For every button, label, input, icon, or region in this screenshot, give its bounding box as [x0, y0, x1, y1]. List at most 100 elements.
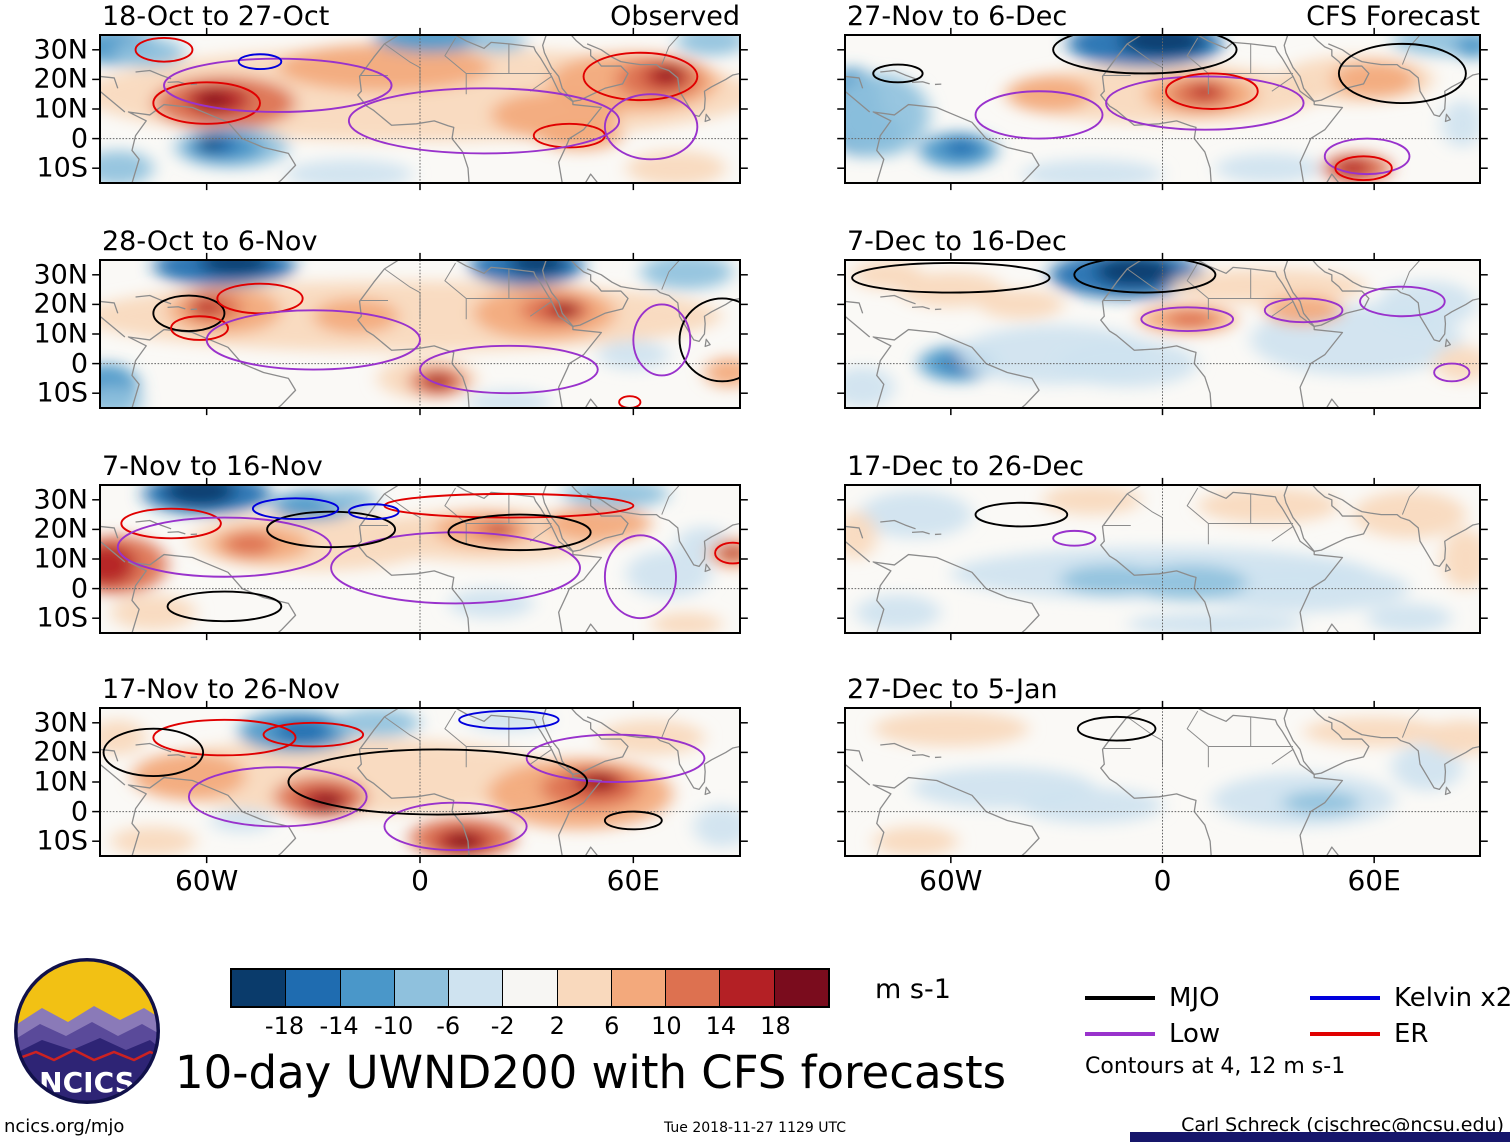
- colorbar-tick-label: -18: [264, 1012, 305, 1040]
- map-panel-forecast-1: 27-Nov to 6-Dec CFS Forecast: [845, 1, 1480, 183]
- map-canvas: [100, 260, 740, 408]
- y-axis-row-1: 30N 20N 10N 0 10S: [0, 34, 89, 184]
- y-tick-label: 10N: [33, 318, 88, 350]
- y-tick-label: 0: [70, 123, 88, 155]
- er-line-swatch: [1310, 1032, 1380, 1036]
- y-tick-label: 20N: [33, 513, 88, 545]
- column-label-forecast: CFS Forecast: [1306, 1, 1480, 32]
- y-tick-label: 10S: [36, 152, 89, 184]
- colorbar-cell: [557, 970, 612, 1006]
- map-canvas: [845, 260, 1480, 408]
- ncics-logo-icon: NCICS: [14, 958, 160, 1104]
- panel-title: 28-Oct to 6-Nov: [102, 226, 318, 257]
- legend-label: Kelvin x2: [1394, 983, 1510, 1013]
- x-axis-left: 60W 0 60E: [100, 864, 740, 898]
- column-label-observed: Observed: [610, 1, 740, 32]
- colorbar-cell: [449, 970, 504, 1006]
- map-panel-observed-2: 28-Oct to 6-Nov: [100, 226, 740, 408]
- low-line-swatch: [1085, 1032, 1155, 1036]
- colorbar-tick-label: 6: [604, 1012, 620, 1040]
- y-tick-label: 30N: [33, 259, 88, 291]
- x-axis-right: 60W 0 60E: [845, 864, 1480, 898]
- y-tick-label: 0: [70, 796, 88, 828]
- panel-title: 17-Dec to 26-Dec: [847, 451, 1084, 482]
- y-axis-row-4: 30N 20N 10N 0 10S: [0, 707, 89, 857]
- y-tick-label: 10N: [33, 766, 88, 798]
- legend-label: ER: [1394, 1019, 1429, 1049]
- x-tick-label: 60W: [919, 864, 983, 897]
- y-tick-label: 10N: [33, 543, 88, 575]
- y-axis-row-3: 30N 20N 10N 0 10S: [0, 484, 89, 634]
- colorbar-cells: [230, 968, 830, 1008]
- map-panel-forecast-3: 17-Dec to 26-Dec: [845, 451, 1480, 633]
- x-tick-label: 0: [411, 864, 429, 897]
- colorbar-cell: [503, 970, 558, 1006]
- colorbar-cell: [666, 970, 721, 1006]
- footer-url: ncics.org/mjo: [4, 1116, 125, 1137]
- colorbar-tick-label: -14: [319, 1012, 359, 1040]
- colorbar-tick-label: -10: [374, 1012, 414, 1040]
- footer-author: Carl Schreck (cjschrec@ncsu.edu): [1181, 1114, 1504, 1136]
- panel-title: 27-Dec to 5-Jan: [847, 674, 1058, 705]
- colorbar-cell: [340, 970, 395, 1006]
- y-tick-label: 10S: [36, 825, 89, 857]
- map-panel-observed-1: 18-Oct to 27-Oct Observed: [100, 1, 740, 183]
- map-canvas: [845, 35, 1480, 183]
- map-panel-forecast-4: 27-Dec to 5-Jan: [845, 674, 1480, 856]
- colorbar-tick-label: 10: [651, 1012, 682, 1040]
- y-tick-label: 10S: [36, 602, 89, 634]
- y-tick-label: 0: [70, 573, 88, 605]
- map-canvas: [100, 35, 740, 183]
- contour-legend: MJO Low Kelvin x2 ER: [1085, 980, 1510, 1052]
- colorbar-unit: m s-1: [875, 974, 951, 1005]
- legend-item-er: ER: [1310, 1019, 1510, 1049]
- panel-title: 7-Nov to 16-Nov: [102, 451, 323, 482]
- y-tick-label: 30N: [33, 484, 88, 516]
- legend-item-mjo: MJO: [1085, 983, 1310, 1013]
- main-title: 10-day UWND200 with CFS forecasts: [175, 1046, 1007, 1099]
- legend-item-low: Low: [1085, 1019, 1310, 1049]
- x-tick-label: 0: [1153, 864, 1172, 897]
- footer-timestamp: Tue 2018-11-27 1129 UTC: [663, 1120, 847, 1136]
- legend-label: MJO: [1169, 983, 1220, 1013]
- x-tick-label: 60E: [1347, 864, 1401, 897]
- y-tick-label: 10N: [33, 93, 88, 125]
- colorbar-ticks: -18 -14 -10 -6 -2 2 6 10 14 18: [230, 1008, 830, 1040]
- mjo-line-swatch: [1085, 996, 1155, 1000]
- x-tick-label: 60W: [174, 864, 239, 897]
- x-tick-label: 60E: [606, 864, 660, 897]
- colorbar-tick-label: 2: [549, 1012, 565, 1040]
- legend-label: Low: [1169, 1019, 1221, 1049]
- panel-title: 18-Oct to 27-Oct: [102, 1, 330, 32]
- map-canvas: [845, 485, 1480, 633]
- y-tick-label: 10S: [36, 377, 89, 409]
- y-tick-label: 30N: [33, 707, 88, 739]
- map-panel-observed-3: 7-Nov to 16-Nov: [100, 451, 740, 633]
- y-tick-label: 0: [70, 348, 88, 380]
- kelvin-line-swatch: [1310, 996, 1380, 1000]
- map-canvas: [845, 708, 1480, 856]
- contour-note: Contours at 4, 12 m s-1: [1085, 1054, 1346, 1079]
- y-tick-label: 20N: [33, 288, 88, 320]
- colorbar-cell: [611, 970, 667, 1006]
- colorbar: -18 -14 -10 -6 -2 2 6 10 14 18: [230, 968, 830, 1044]
- panel-title: 17-Nov to 26-Nov: [102, 674, 340, 705]
- y-tick-label: 30N: [33, 34, 88, 66]
- map-panel-observed-4: 17-Nov to 26-Nov: [100, 674, 740, 856]
- legend-item-kelvin: Kelvin x2: [1310, 983, 1510, 1013]
- y-tick-label: 20N: [33, 63, 88, 95]
- map-canvas: [100, 485, 740, 633]
- map-canvas: [100, 708, 740, 856]
- y-axis-row-2: 30N 20N 10N 0 10S: [0, 259, 89, 409]
- colorbar-cell: [232, 970, 287, 1006]
- map-panel-forecast-2: 7-Dec to 16-Dec: [845, 226, 1480, 408]
- bottom-strip: [1130, 1132, 1510, 1142]
- colorbar-tick-label: -2: [490, 1012, 515, 1040]
- colorbar-tick-label: 14: [705, 1012, 737, 1040]
- colorbar-cell: [394, 970, 450, 1006]
- colorbar-cell: [720, 970, 775, 1006]
- colorbar-tick-label: -6: [436, 1012, 461, 1040]
- colorbar-tick-label: 18: [760, 1012, 791, 1040]
- colorbar-cell: [774, 970, 828, 1006]
